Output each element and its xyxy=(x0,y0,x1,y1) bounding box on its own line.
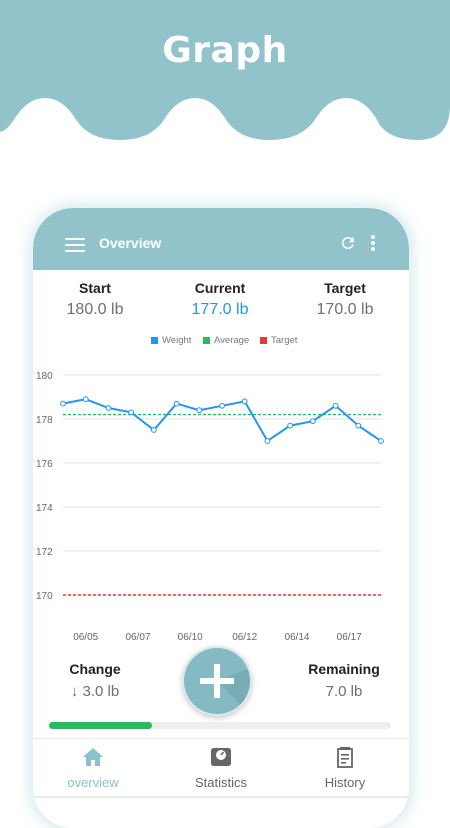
bottom-tab-bar: overview Statistics History xyxy=(33,739,409,799)
tab-history[interactable]: History xyxy=(290,739,400,799)
weight-point xyxy=(60,400,66,407)
remaining-value: 7.0 lb xyxy=(325,683,363,700)
current-value: 177.0 lb xyxy=(191,301,249,318)
weight-point xyxy=(309,418,316,425)
weight-point xyxy=(173,400,180,407)
tab-statistics-label: Statistics xyxy=(194,775,247,790)
header-banner: Graph xyxy=(0,0,450,145)
remaining-label: Remaining xyxy=(308,661,380,677)
banner-title: Graph xyxy=(162,30,288,71)
y-tick-label: 170 xyxy=(36,591,53,602)
y-tick-label: 174 xyxy=(36,503,53,514)
menu-icon[interactable] xyxy=(65,238,85,252)
change-block: Change ↓ 3.0 lb xyxy=(35,661,155,700)
scale-icon xyxy=(211,748,231,766)
weight-stats: Start 180.0 lb Current 177.0 lb Target 1… xyxy=(33,278,409,328)
weight-chart: 180 178 176 174 172 170 06/05 06/07 06/10 06/12 06… xyxy=(36,371,384,643)
notepad-icon xyxy=(337,747,353,768)
y-tick-label: 178 xyxy=(36,415,53,426)
start-value: 180.0 lb xyxy=(66,301,124,318)
bottom-edge xyxy=(33,796,409,798)
remaining-block: Remaining 7.0 lb xyxy=(284,661,404,700)
tab-statistics[interactable]: Statistics xyxy=(166,739,276,799)
legend-target: Target xyxy=(260,335,297,346)
weight-point xyxy=(287,422,294,429)
weight-point xyxy=(196,407,203,414)
tab-history-label: History xyxy=(324,775,366,790)
y-tick-label: 180 xyxy=(36,371,53,382)
weight-point xyxy=(219,402,225,409)
refresh-icon[interactable] xyxy=(339,234,357,252)
legend-weight: Weight xyxy=(151,335,191,346)
plus-icon xyxy=(200,664,250,714)
target-value: 170.0 lb xyxy=(316,301,374,318)
x-tick-label: 06/10 xyxy=(178,632,203,643)
x-tick-label: 06/14 xyxy=(284,632,309,643)
x-tick-label: 06/17 xyxy=(337,632,362,643)
y-tick-label: 172 xyxy=(36,547,53,558)
app-bar: Overview xyxy=(33,208,409,270)
tab-overview-label: overview xyxy=(67,775,119,790)
weight-point xyxy=(82,396,89,403)
weight-point xyxy=(241,398,248,405)
add-weight-button[interactable] xyxy=(184,648,250,714)
more-vert-icon[interactable] xyxy=(369,235,377,253)
x-tick-label: 06/12 xyxy=(232,632,257,643)
start-label: Start xyxy=(79,280,111,296)
home-icon xyxy=(83,748,103,766)
x-tick-label: 06/05 xyxy=(73,632,98,643)
change-label: Change xyxy=(69,661,121,677)
current-label: Current xyxy=(194,280,246,296)
weight-point xyxy=(355,422,362,429)
legend-average: Average xyxy=(203,335,249,346)
weight-point xyxy=(150,427,157,433)
summary-row: Change ↓ 3.0 lb Remaining 7.0 lb xyxy=(33,656,409,718)
phone-frame: Overview Start 180.0 lb Current 177.0 lb… xyxy=(33,208,409,828)
weight-point xyxy=(264,438,271,444)
start-stat: Start 180.0 lb xyxy=(35,278,155,319)
tabbar-divider xyxy=(33,738,409,739)
target-label: Target xyxy=(324,280,366,296)
weight-point xyxy=(128,409,135,416)
target-stat: Target 170.0 lb xyxy=(285,278,405,319)
current-stat: Current 177.0 lb xyxy=(160,278,280,319)
weight-point xyxy=(378,438,384,444)
x-tick-label: 06/07 xyxy=(125,632,150,643)
app-bar-title: Overview xyxy=(99,235,162,251)
chart-legend: Weight Average Target xyxy=(33,335,409,349)
goal-progress-bar xyxy=(49,722,391,729)
wave-background xyxy=(0,0,450,140)
weight-point xyxy=(332,402,339,409)
change-value: ↓ 3.0 lb xyxy=(70,683,120,700)
goal-progress-fill xyxy=(49,722,152,729)
weight-point xyxy=(105,405,112,411)
tab-overview[interactable]: overview xyxy=(38,739,148,799)
y-tick-label: 176 xyxy=(36,459,53,470)
